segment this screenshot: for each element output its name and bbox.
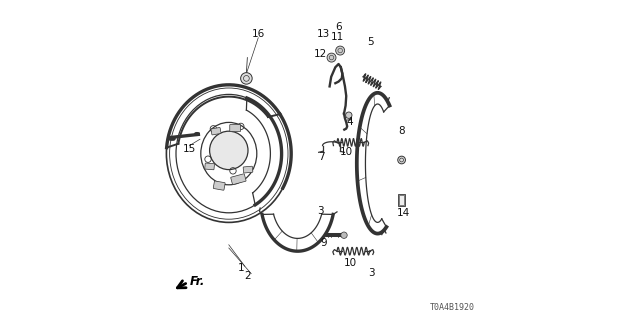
Text: 15: 15 xyxy=(183,144,196,154)
Text: Fr.: Fr. xyxy=(189,275,205,288)
Text: 14: 14 xyxy=(397,208,410,218)
Circle shape xyxy=(210,131,248,170)
Text: 1: 1 xyxy=(238,263,245,273)
Circle shape xyxy=(335,46,344,55)
Text: 4: 4 xyxy=(347,116,353,127)
Circle shape xyxy=(327,53,336,62)
Text: 6: 6 xyxy=(335,22,342,32)
FancyBboxPatch shape xyxy=(211,127,221,135)
Text: 10: 10 xyxy=(344,258,357,268)
Text: 12: 12 xyxy=(314,49,327,60)
FancyBboxPatch shape xyxy=(243,166,253,173)
Bar xyxy=(398,194,405,206)
Text: 11: 11 xyxy=(331,32,344,42)
Text: T0A4B1920: T0A4B1920 xyxy=(430,303,475,312)
Text: 3: 3 xyxy=(317,205,323,216)
FancyBboxPatch shape xyxy=(230,124,241,132)
FancyBboxPatch shape xyxy=(205,163,214,170)
Text: 2: 2 xyxy=(244,271,252,281)
Text: 8: 8 xyxy=(399,125,405,136)
Circle shape xyxy=(398,156,406,164)
Text: 7: 7 xyxy=(317,152,324,162)
Text: 9: 9 xyxy=(320,238,326,248)
Text: 3: 3 xyxy=(368,268,374,278)
Circle shape xyxy=(341,232,347,238)
FancyBboxPatch shape xyxy=(213,181,225,190)
Bar xyxy=(399,195,404,205)
Circle shape xyxy=(346,112,352,118)
Text: 16: 16 xyxy=(252,29,265,39)
Text: 13: 13 xyxy=(317,28,330,39)
Circle shape xyxy=(241,73,252,84)
FancyBboxPatch shape xyxy=(231,174,246,185)
Text: 10: 10 xyxy=(340,147,353,157)
Text: 5: 5 xyxy=(367,36,374,47)
